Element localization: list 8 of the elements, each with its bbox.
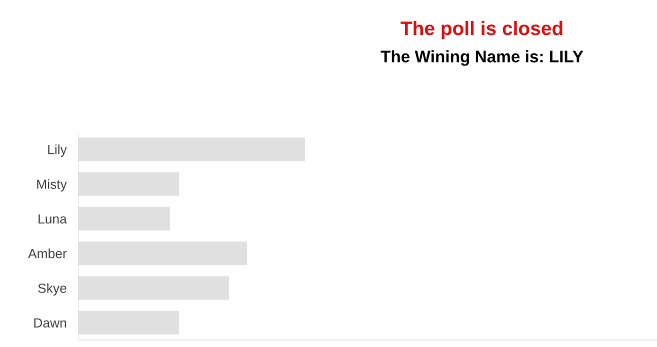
text: The poll is closed — [400, 20, 562, 40]
y-tick-label: Amber — [28, 248, 67, 258]
y-tick-label: Luna — [38, 214, 67, 224]
y-tick-label: Dawn — [34, 318, 66, 328]
y-tick-label: Misty — [37, 179, 67, 192]
text: The Wining Name is: LILY — [380, 50, 584, 66]
y-tick-label: Lily — [48, 144, 67, 157]
y-tick-label: Skye — [38, 283, 66, 296]
